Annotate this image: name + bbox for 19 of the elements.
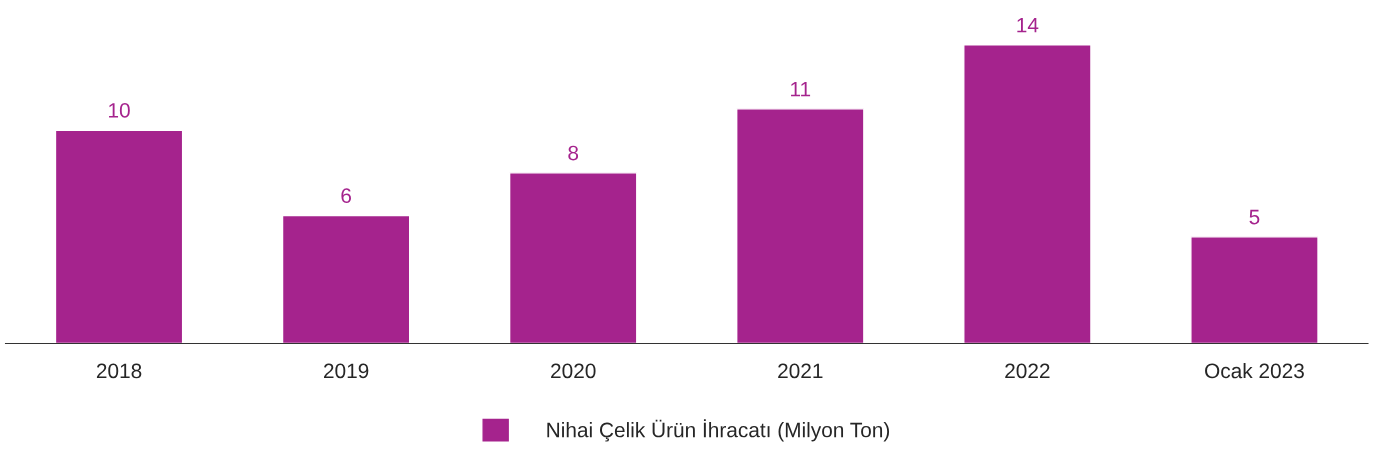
bar [736,108,865,344]
data-label: 8 [568,145,579,161]
bar [1190,236,1319,344]
data-label: 14 [1017,17,1039,33]
x-tick-label: 2019 [324,363,369,379]
data-label: 6 [341,188,352,204]
data-label: 11 [791,81,811,97]
bar [508,172,638,344]
x-tick-label: 2021 [778,363,823,379]
x-tick-label: Ocak 2023 [1205,362,1304,379]
x-tick-label: 2018 [96,363,142,379]
bar [281,214,411,344]
legend-label: Nihai Çelik Ürün İhracatı (Milyon Ton) [547,419,890,442]
bar [54,129,184,344]
data-label: 5 [1249,209,1260,225]
data-label: 10 [109,103,130,118]
x-tick-label: 2020 [551,363,596,379]
bar [963,44,1092,344]
x-tick-label: 2022 [1005,363,1050,379]
